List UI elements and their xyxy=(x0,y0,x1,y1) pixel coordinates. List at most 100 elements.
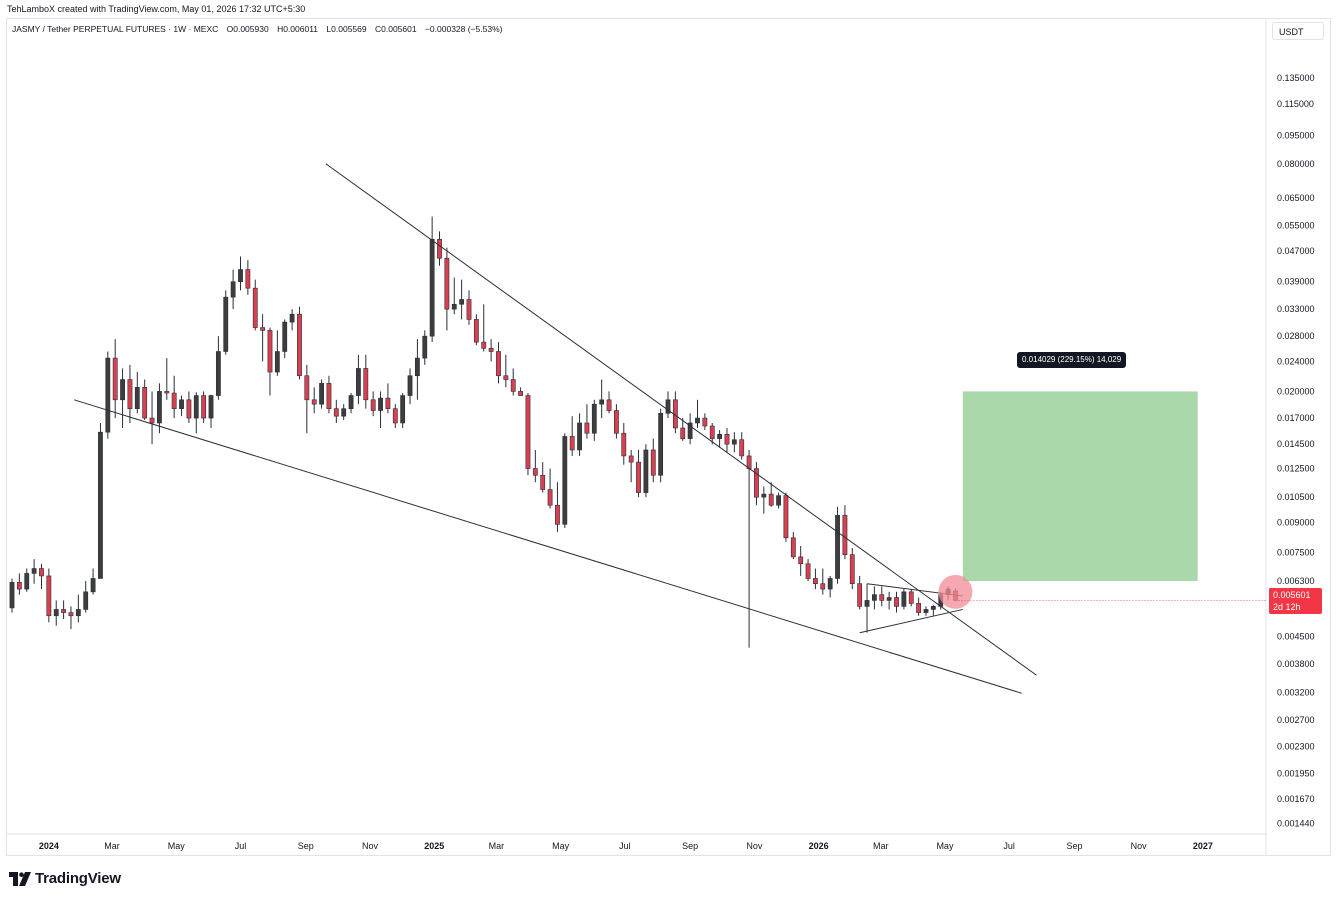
tradingview-logo-icon xyxy=(9,871,31,886)
candle-body xyxy=(481,341,487,349)
price-tick-label: 0.009000 xyxy=(1277,518,1315,528)
candle-body xyxy=(790,537,796,558)
measure-layer xyxy=(962,391,1198,582)
candle-body xyxy=(90,578,96,593)
candle-body xyxy=(636,461,641,493)
candle-body xyxy=(695,417,700,424)
time-tick-label: Jul xyxy=(619,841,631,851)
time-tick-label: Sep xyxy=(298,841,314,851)
ohlc-high: H0.006011 xyxy=(277,24,319,34)
candle-body xyxy=(392,408,398,424)
candle-body xyxy=(591,403,597,434)
price-tick-label: 0.017000 xyxy=(1277,413,1315,423)
candle-body xyxy=(274,351,280,373)
currency-button[interactable]: USDT xyxy=(1272,22,1324,40)
ohlc-low: L0.005569 xyxy=(326,24,367,34)
candle-body xyxy=(61,609,66,613)
time-tick-label: Sep xyxy=(682,841,698,851)
price-tick-label: 0.001440 xyxy=(1277,818,1315,828)
tradingview-logo[interactable]: TradingView xyxy=(9,870,121,887)
candle-body xyxy=(46,575,52,617)
time-tick-label: Nov xyxy=(746,841,763,851)
candle-body xyxy=(628,455,634,463)
price-tick-label: 0.001670 xyxy=(1277,794,1315,804)
candle-body xyxy=(724,434,730,445)
candle-body xyxy=(503,375,509,380)
time-axis: 2024 Mar May Jul Sep Nov 2025 Mar May Jul Sep Nov 20… xyxy=(6,833,1266,851)
candle-body xyxy=(643,449,649,493)
candle-body xyxy=(864,600,870,607)
candle-body xyxy=(658,413,664,476)
candle-body xyxy=(717,434,723,439)
candle-body xyxy=(348,395,354,409)
candle-body xyxy=(731,439,737,445)
candle-body xyxy=(341,408,347,417)
price-tick-label: 0.010500 xyxy=(1277,492,1315,502)
candle-body xyxy=(768,493,774,506)
candle-body xyxy=(444,257,450,310)
candle-body xyxy=(142,387,148,419)
candle-body xyxy=(370,399,376,411)
candle-body xyxy=(709,425,715,439)
candle-body xyxy=(577,422,582,451)
price-tick-label: 0.020000 xyxy=(1277,386,1315,396)
candle-body xyxy=(687,422,693,439)
ohlc-close: C0.005601 xyxy=(374,24,417,34)
trendlines-layer xyxy=(73,163,1037,694)
candle-body xyxy=(53,609,59,617)
candle-body xyxy=(120,379,125,401)
time-tick-label: Sep xyxy=(1066,841,1082,851)
candle-body xyxy=(311,399,317,405)
measure-label: 0.014029 (229.15%) 14,029 xyxy=(1017,352,1127,368)
triangle-lower-line xyxy=(859,608,963,634)
candle-body xyxy=(805,563,811,579)
candle-body xyxy=(908,591,914,604)
price-tick-label: 0.039000 xyxy=(1277,277,1315,287)
candle-body xyxy=(584,422,590,434)
price-tick-label: 0.033000 xyxy=(1277,304,1315,314)
candle-body xyxy=(857,583,863,607)
time-tick-label: Mar xyxy=(104,841,120,851)
candle-body xyxy=(68,612,74,617)
candle-body xyxy=(319,383,324,405)
time-tick-label: Jul xyxy=(235,841,247,851)
candle-body xyxy=(39,568,44,577)
symbol-name[interactable]: JASMY / Tether PERPETUAL FUTURES · 1W · … xyxy=(12,24,219,34)
price-tick-label: 0.003200 xyxy=(1277,687,1315,697)
candle-body xyxy=(930,606,936,610)
candle-body xyxy=(171,392,177,409)
candle-body xyxy=(702,417,708,427)
breakout-highlight-circle xyxy=(938,574,973,609)
candle-body xyxy=(798,556,804,565)
candle-body xyxy=(422,335,428,359)
candle-body xyxy=(650,449,656,476)
ohlc-open: O0.005930 xyxy=(226,24,269,34)
candle-body xyxy=(525,395,531,469)
candle-body xyxy=(201,395,207,419)
price-tick-label: 0.004500 xyxy=(1277,631,1315,641)
candle-body xyxy=(437,239,442,259)
candle-body xyxy=(776,495,781,506)
candle-body xyxy=(297,313,302,377)
time-tick-label: 2024 xyxy=(39,841,59,851)
candle-body xyxy=(400,395,406,424)
candle-body xyxy=(562,436,568,525)
candle-body xyxy=(127,379,133,409)
price-tick-label: 0.007500 xyxy=(1277,547,1315,557)
price-tick-label: 0.012500 xyxy=(1277,464,1315,474)
last-price-value: 0.005601 xyxy=(1273,590,1311,600)
candle-body xyxy=(871,594,877,601)
candle-body xyxy=(739,439,745,457)
candle-body xyxy=(238,269,243,283)
price-tick-label: 0.135000 xyxy=(1277,73,1315,83)
candle-body xyxy=(245,269,251,289)
candle-body xyxy=(16,582,22,590)
candle-body xyxy=(282,321,288,352)
price-tick-label: 0.115000 xyxy=(1277,99,1314,109)
time-tick-label: 2026 xyxy=(809,841,829,851)
candle-body xyxy=(252,287,258,328)
candle-body xyxy=(842,515,848,555)
candle-body xyxy=(208,395,214,419)
candle-body xyxy=(510,379,516,392)
